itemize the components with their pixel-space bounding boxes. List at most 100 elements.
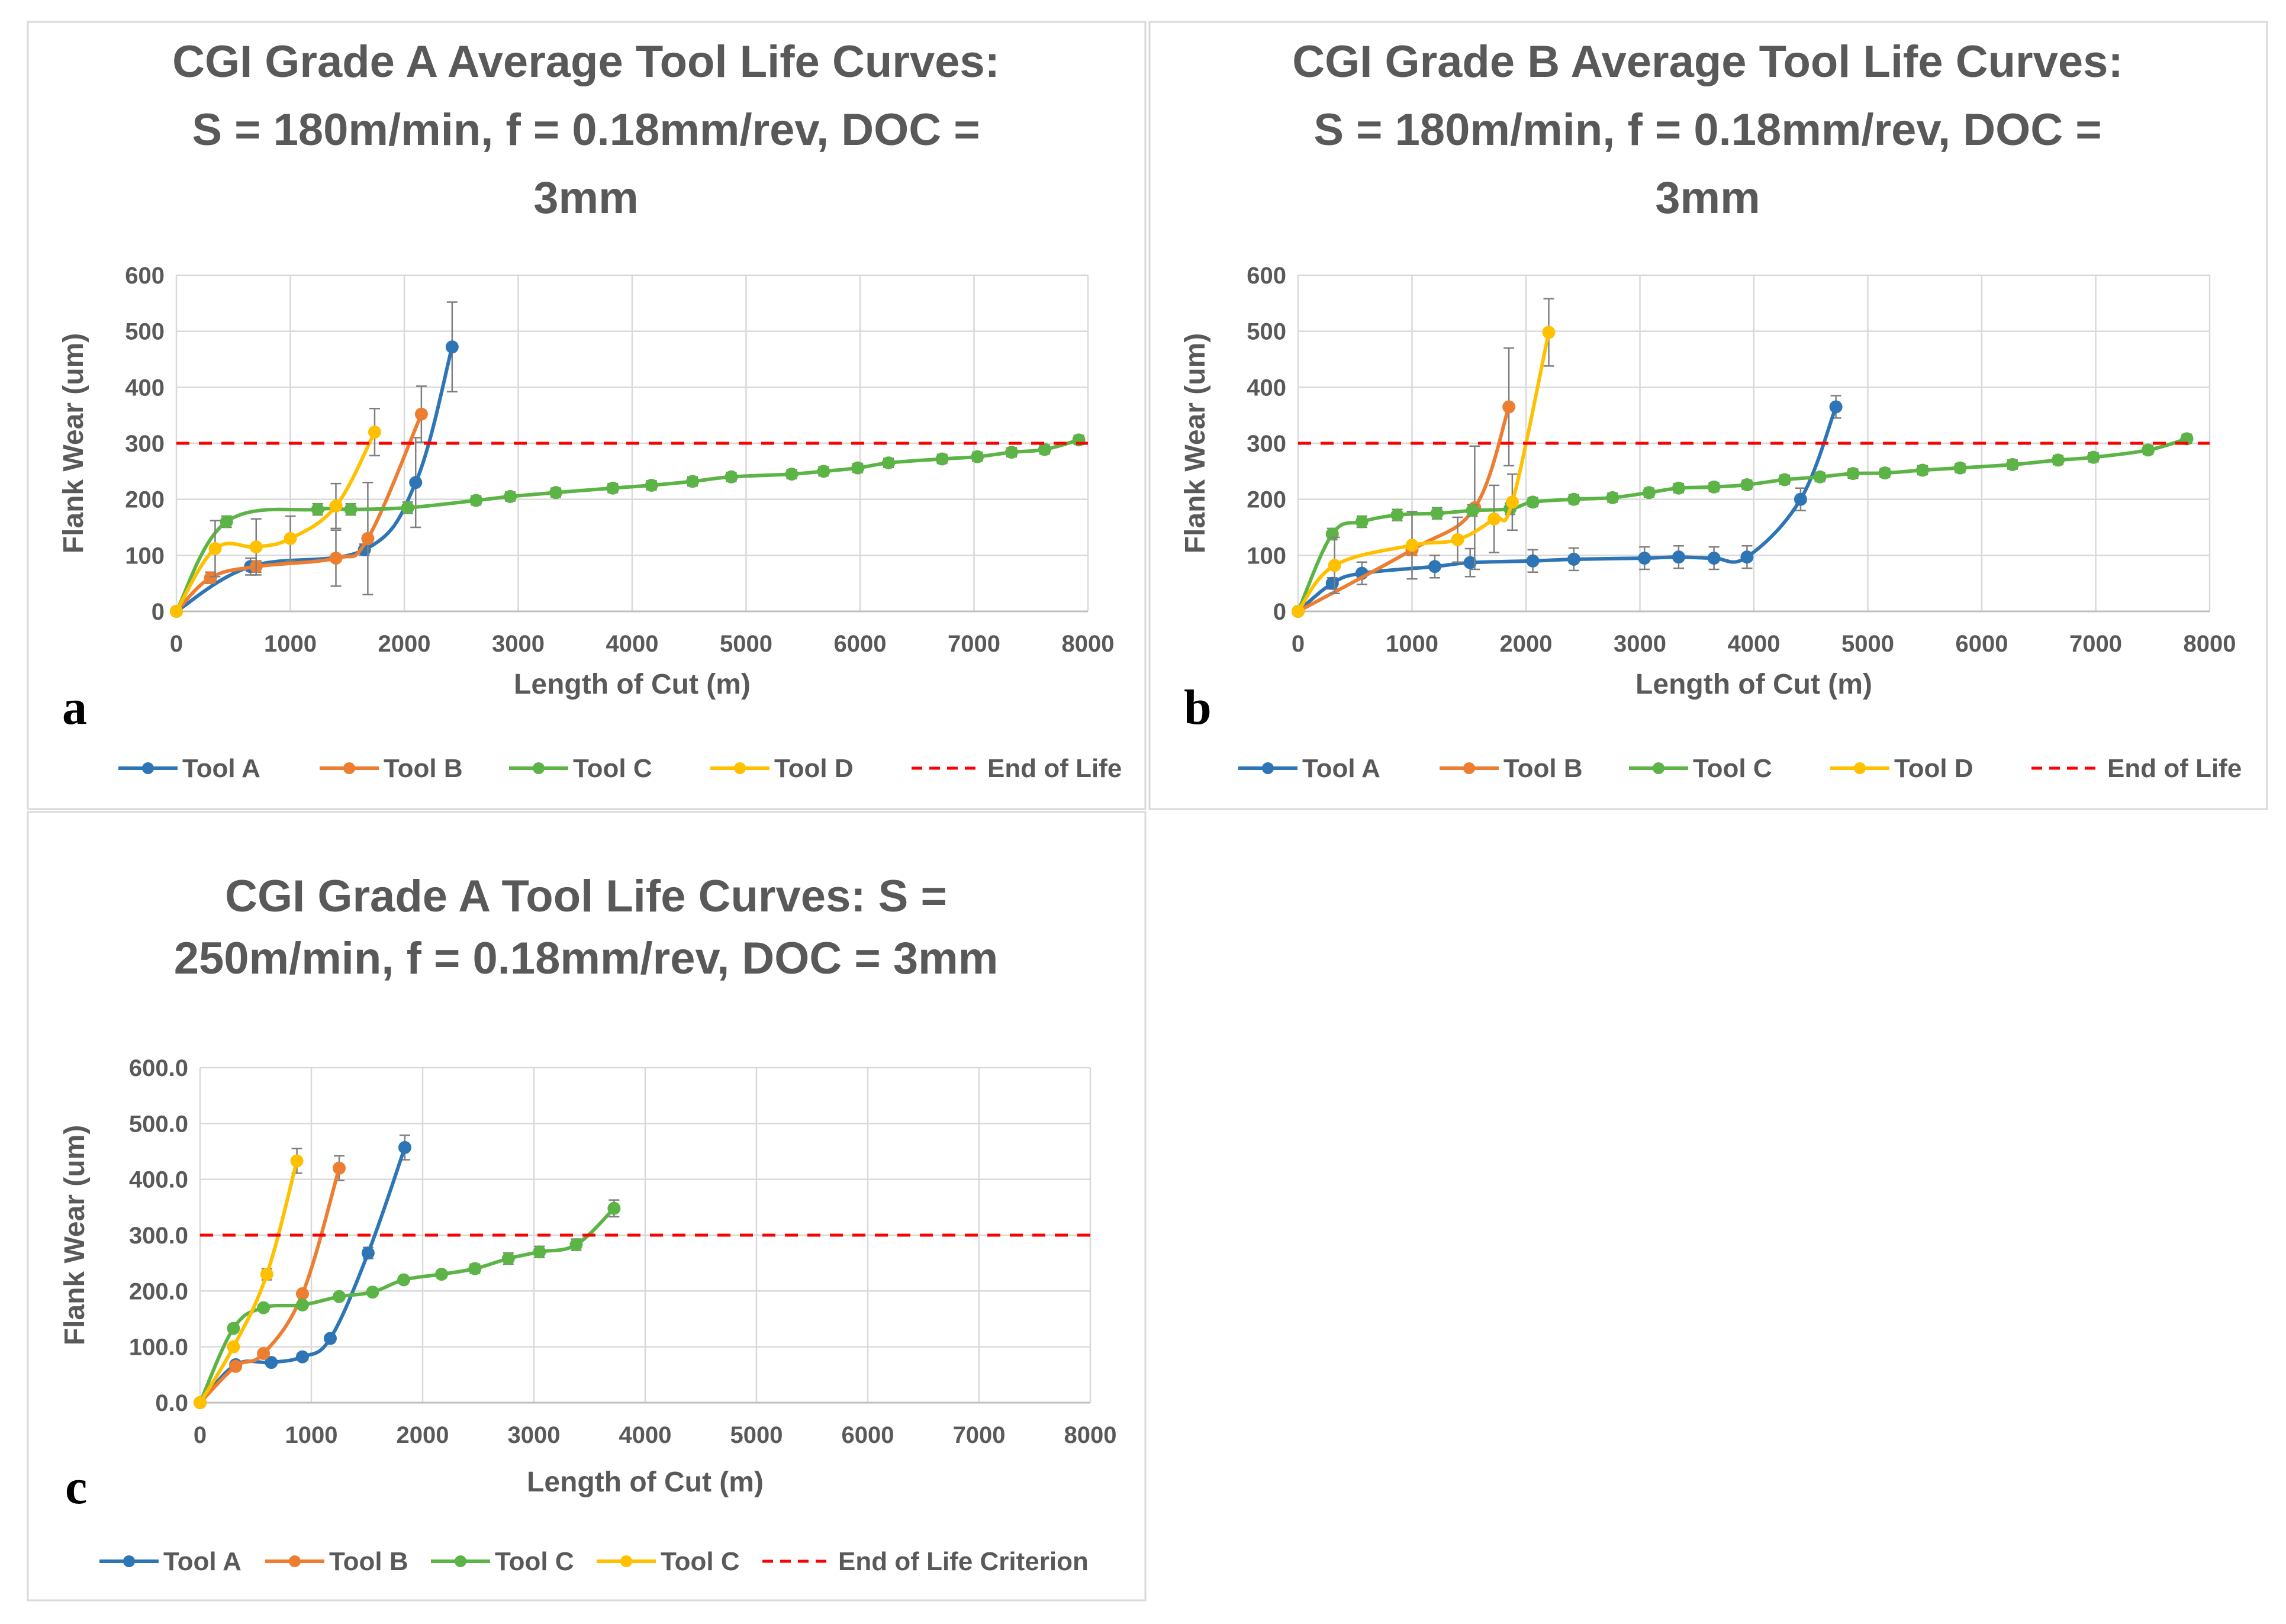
data-point [1526, 495, 1540, 509]
chart-title-line: 250m/min, f = 0.18mm/rev, DOC = 3mm [174, 933, 999, 984]
legend-item: Tool C [431, 1547, 574, 1576]
data-point [1567, 492, 1580, 506]
data-point [229, 1359, 243, 1373]
data-point [1526, 554, 1540, 568]
chart-title-line: 3mm [533, 173, 638, 223]
x-tick-label: 2000 [397, 1422, 449, 1448]
data-point [1430, 507, 1444, 520]
data-point [1794, 492, 1807, 506]
data-point [504, 489, 517, 503]
data-point [1567, 552, 1580, 566]
data-point [361, 531, 375, 545]
legend-item: Tool C [1629, 754, 1772, 783]
series-tool-c [1292, 432, 2194, 618]
chart-title-line: CGI Grade A Tool Life Curves: S = [225, 871, 947, 921]
data-point [817, 465, 830, 478]
legend-label: End of Life [2107, 754, 2242, 783]
x-tick-label: 8000 [1064, 1422, 1117, 1448]
data-point [971, 450, 984, 463]
data-point [445, 340, 459, 354]
x-tick-label: 3000 [508, 1422, 561, 1448]
data-point [295, 1350, 309, 1364]
y-tick-label: 400 [1247, 375, 1286, 401]
data-point [2005, 457, 2019, 471]
legend-item: Tool C [509, 754, 652, 783]
x-tick-label: 7000 [2069, 631, 2122, 657]
legend-item: Tool A [118, 754, 260, 783]
data-point [295, 1287, 309, 1301]
series-line [198, 1160, 299, 1404]
data-point [329, 500, 343, 513]
data-point [1005, 446, 1019, 459]
x-axis-title: Length of Cut (m) [514, 669, 751, 700]
data-point [1953, 461, 1967, 475]
data-point [1846, 467, 1860, 481]
data-point [469, 494, 483, 507]
series-tool-a [1292, 395, 1843, 618]
data-point [1463, 556, 1477, 569]
y-tick-label: 600 [125, 263, 165, 289]
y-tick-label: 300 [125, 431, 165, 457]
x-tick-label: 3000 [492, 631, 545, 657]
data-point [1707, 480, 1721, 494]
data-point [265, 1356, 278, 1370]
data-point [311, 502, 324, 516]
x-tick-label: 5000 [720, 631, 772, 657]
y-tick-label: 500 [1247, 319, 1286, 345]
x-tick-label: 0 [1292, 631, 1305, 657]
y-tick-label: 200.0 [129, 1278, 188, 1304]
data-point [1672, 481, 1685, 495]
x-tick-label: 4000 [1728, 631, 1780, 657]
x-axis-title: Length of Cut (m) [527, 1467, 764, 1498]
data-point [227, 1340, 240, 1354]
data-point [2087, 450, 2100, 464]
data-point [1325, 576, 1339, 590]
data-point [323, 1332, 337, 1345]
y-tick-label: 100 [1247, 543, 1286, 569]
data-point [366, 1285, 379, 1299]
chart-title-line: S = 180m/min, f = 0.18mm/rev, DOC = [192, 105, 980, 155]
series-line [1297, 406, 1511, 613]
legend-item: Tool C [597, 1547, 740, 1576]
legend-marker [289, 1555, 301, 1567]
chart-title-line: 3mm [1655, 173, 1760, 223]
chart-a: CGI Grade A Average Tool Life Curves: S =… [58, 37, 1122, 783]
legend-label: Tool C [1693, 754, 1772, 783]
legend-marker [533, 762, 545, 774]
data-point [501, 1252, 515, 1265]
data-point [329, 552, 343, 565]
panel-letter: a [62, 680, 87, 735]
chart-b: CGI Grade B Average Tool Life Curves: S =… [1180, 37, 2242, 783]
legend-label: Tool D [1894, 754, 1973, 783]
data-point [1466, 504, 1479, 517]
panel-frame-b [1148, 21, 2268, 810]
data-point [1915, 463, 1929, 477]
data-point [1487, 512, 1501, 526]
series-tool-c [194, 1199, 621, 1409]
data-point [1672, 550, 1685, 564]
series-tool-d [170, 408, 381, 618]
x-tick-label: 8000 [2184, 631, 2236, 657]
y-axis-title: Flank Wear (um) [1180, 333, 1211, 554]
legend-marker [142, 762, 154, 774]
x-tick-label: 3000 [1614, 631, 1666, 657]
y-tick-label: 0 [152, 599, 165, 625]
data-point [257, 1346, 271, 1360]
x-tick-label: 1000 [285, 1422, 338, 1448]
x-tick-label: 6000 [1956, 631, 2008, 657]
legend-item: End of Life Criterion [762, 1547, 1089, 1576]
data-point [434, 1268, 448, 1281]
legend-item: Tool B [265, 1547, 408, 1576]
data-point [882, 456, 896, 470]
y-tick-label: 200 [1247, 487, 1286, 513]
data-point [368, 426, 381, 439]
y-axis-title: Flank Wear (um) [58, 333, 89, 554]
x-tick-label: 4000 [619, 1422, 672, 1448]
x-tick-label: 6000 [834, 631, 887, 657]
legend-label: End of Life [987, 754, 1122, 783]
y-tick-label: 600.0 [129, 1055, 188, 1081]
data-point [935, 452, 949, 466]
legend-item: End of Life [2031, 754, 2242, 783]
data-point [260, 1268, 273, 1281]
